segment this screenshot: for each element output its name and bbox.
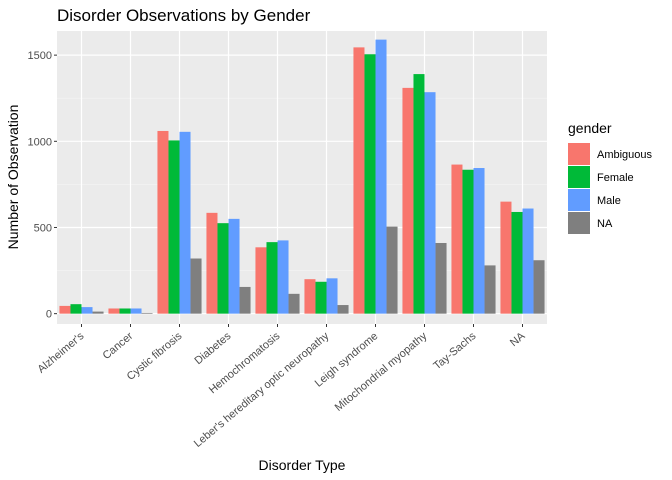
legend-label: Female [597,172,634,184]
bar [255,247,267,314]
y-axis-title: Number of Observation [5,105,21,250]
bar [206,212,218,314]
bar [277,240,289,314]
legend-label: Male [597,195,621,207]
y-tick-label: 0 [46,309,52,321]
bar [500,201,512,314]
bar [119,308,131,314]
bar [413,74,425,314]
bar [179,131,191,314]
bar [337,305,349,314]
bar [435,242,447,314]
bar [364,54,376,314]
bar [375,39,387,314]
x-tick-label: Cancer [101,330,136,362]
bar [239,286,251,314]
bar [70,304,82,314]
bar [228,218,240,314]
bar [451,164,463,314]
bar [326,278,338,314]
legend-label: Ambiguous [597,149,653,161]
bar [424,92,436,314]
bar [304,279,316,314]
bar [157,130,169,314]
x-axis-title: Disorder Type [259,457,346,473]
bar [59,305,71,314]
x-tick-label: Mitochondrial myopathy [333,330,430,414]
bar [484,265,496,314]
bar [108,308,120,314]
bar [141,312,153,314]
legend-title: gender [568,120,612,136]
x-tick-label: Alzheimer's [35,330,86,376]
bar [353,47,365,314]
legend-key [568,166,590,188]
legend-key [568,212,590,234]
y-tick-label: 1000 [28,136,52,148]
bar [522,208,534,314]
bar [266,242,278,314]
bar [190,258,202,314]
bar [533,260,545,314]
x-tick-label: Tay-Sachs [431,330,478,373]
legend: gender Ambiguous Female Male NA [568,120,653,234]
bar [473,168,485,314]
x-tick-label: Diabetes [192,330,233,367]
y-axis: 0 500 1000 1500 [28,50,57,321]
chart-title: Disorder Observations by Gender [57,6,311,25]
bar [92,311,104,314]
bar [386,226,398,314]
y-tick-label: 1500 [28,50,52,62]
bar [168,140,180,314]
bar [81,307,93,314]
bar [315,281,327,314]
bar [402,87,414,314]
bar [130,308,142,314]
bars [59,39,545,314]
bar [462,169,474,314]
legend-label: NA [597,218,613,230]
bar [288,293,300,314]
legend-key [568,189,590,211]
y-tick-label: 500 [34,222,52,234]
bar [217,223,229,314]
legend-key [568,143,590,165]
x-tick-label: NA [508,330,528,349]
bar [511,211,523,314]
